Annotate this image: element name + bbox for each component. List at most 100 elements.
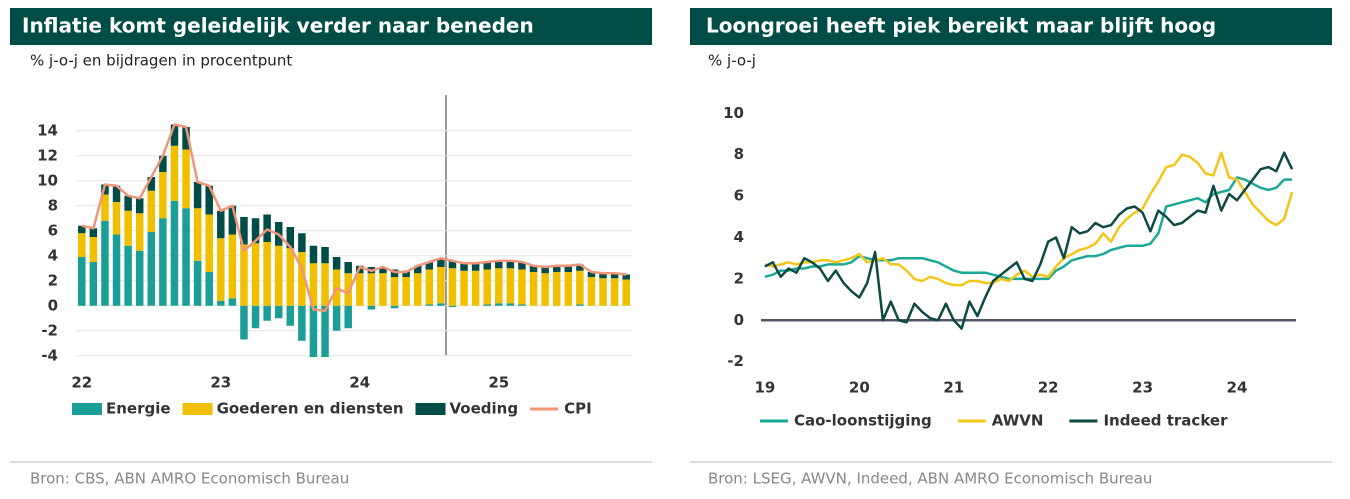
bar-segment <box>251 305 260 329</box>
bar-segment <box>170 145 179 201</box>
y-tick-label: -2 <box>727 352 744 370</box>
bar-segment <box>193 208 202 261</box>
bar-segment <box>460 263 468 271</box>
bar-segment <box>610 278 619 306</box>
legend-label: Cao-loonstijging <box>794 412 932 430</box>
bar-segment <box>576 304 584 306</box>
bar-segment <box>367 273 376 306</box>
chart-title: Loongroei heeft piek bereikt maar blijft… <box>706 14 1216 38</box>
bar-segment <box>437 303 445 306</box>
bar-segment <box>379 273 387 306</box>
y-tick-label: 6 <box>48 221 58 239</box>
bar-segment <box>529 272 538 306</box>
bar-segment <box>622 274 630 280</box>
bar-segment <box>217 238 225 301</box>
bar-segment <box>193 182 202 209</box>
bar-segment <box>564 272 573 306</box>
bar-segment <box>274 245 283 306</box>
bar-segment <box>159 155 167 172</box>
bar-segment <box>298 233 306 252</box>
bar-segment <box>251 218 260 244</box>
bar-segment <box>587 272 596 277</box>
bar-segment <box>147 177 156 191</box>
legend-swatch <box>72 403 102 415</box>
subtitle: % j-o-j en bijdragen in procentpunt <box>30 52 292 70</box>
x-tick-label: 25 <box>488 374 509 392</box>
header-bar <box>690 8 1332 45</box>
bar-segment <box>622 279 630 306</box>
y-tick-label: 8 <box>734 145 744 163</box>
bar-segment <box>495 303 503 306</box>
bar-segment <box>518 269 526 305</box>
bar-segment <box>483 269 491 305</box>
bar-segment <box>205 272 213 306</box>
y-tick-label: 2 <box>48 271 58 289</box>
bar-segment <box>344 262 352 274</box>
y-tick-label: 4 <box>48 246 58 264</box>
bar-segment <box>610 273 619 279</box>
y-tick-label: 14 <box>37 121 58 139</box>
bar-segment <box>228 298 237 306</box>
bar-segment <box>529 265 538 272</box>
bar-segment <box>483 304 491 306</box>
y-tick-label: -4 <box>41 346 58 364</box>
bar-segment <box>483 262 491 270</box>
bar-segment <box>101 194 109 221</box>
bar-segment <box>506 268 515 304</box>
bar-segment <box>599 273 607 279</box>
y-tick-label: 6 <box>734 187 744 205</box>
bar-segment <box>240 305 248 340</box>
bar-segment <box>286 227 295 249</box>
bar-segment <box>89 237 98 262</box>
bar-segment <box>217 300 225 306</box>
bar-segment <box>112 234 121 306</box>
header-bar <box>10 8 652 45</box>
x-tick-label: 24 <box>349 374 370 392</box>
bar-segment <box>437 259 445 267</box>
bar-segment <box>263 214 271 242</box>
bar-segment <box>170 200 179 306</box>
bar-segment <box>309 305 318 357</box>
bar-segment <box>147 232 156 306</box>
bar-segment <box>495 268 503 304</box>
bar-segment <box>159 172 167 219</box>
bar-segment <box>344 305 352 329</box>
bar-segment <box>309 263 318 306</box>
bar-segment <box>193 260 202 306</box>
bar-segment <box>182 127 190 150</box>
x-tick-label: 22 <box>1038 379 1059 397</box>
bar-segment <box>135 198 144 214</box>
bar-segment <box>240 217 248 245</box>
bar-segment <box>506 303 515 306</box>
bar-segment <box>460 270 468 306</box>
bar-segment <box>413 273 422 306</box>
y-tick-label: 4 <box>734 228 744 246</box>
bar-segment <box>274 305 283 319</box>
bar-segment <box>541 267 549 274</box>
bar-segment <box>240 244 248 306</box>
bar-segment <box>205 185 213 215</box>
series-line <box>81 123 627 313</box>
bar-segment <box>413 265 422 274</box>
bar-segment <box>587 277 596 306</box>
bar-segment <box>332 257 341 270</box>
bar-segment <box>263 305 271 321</box>
bar-segment <box>390 277 399 306</box>
legend-label: AWVN <box>992 412 1044 430</box>
bar-segment <box>147 190 156 232</box>
bar-segment <box>205 214 213 272</box>
bar-segment <box>135 213 144 251</box>
legend-label: CPI <box>564 400 592 418</box>
bar-segment <box>321 247 329 264</box>
bar-segment <box>228 234 237 299</box>
bar-segment <box>402 270 410 277</box>
bar-segment <box>89 228 98 237</box>
bar-segment <box>78 233 86 257</box>
bar-segment <box>298 252 306 306</box>
bar-segment <box>112 202 121 235</box>
bar-segment <box>599 278 607 306</box>
chart-title: Inflatie komt geleidelijk verder naar be… <box>22 14 534 38</box>
bar-segment <box>552 272 561 306</box>
bar-segment <box>321 263 329 306</box>
bar-segment <box>425 269 434 305</box>
